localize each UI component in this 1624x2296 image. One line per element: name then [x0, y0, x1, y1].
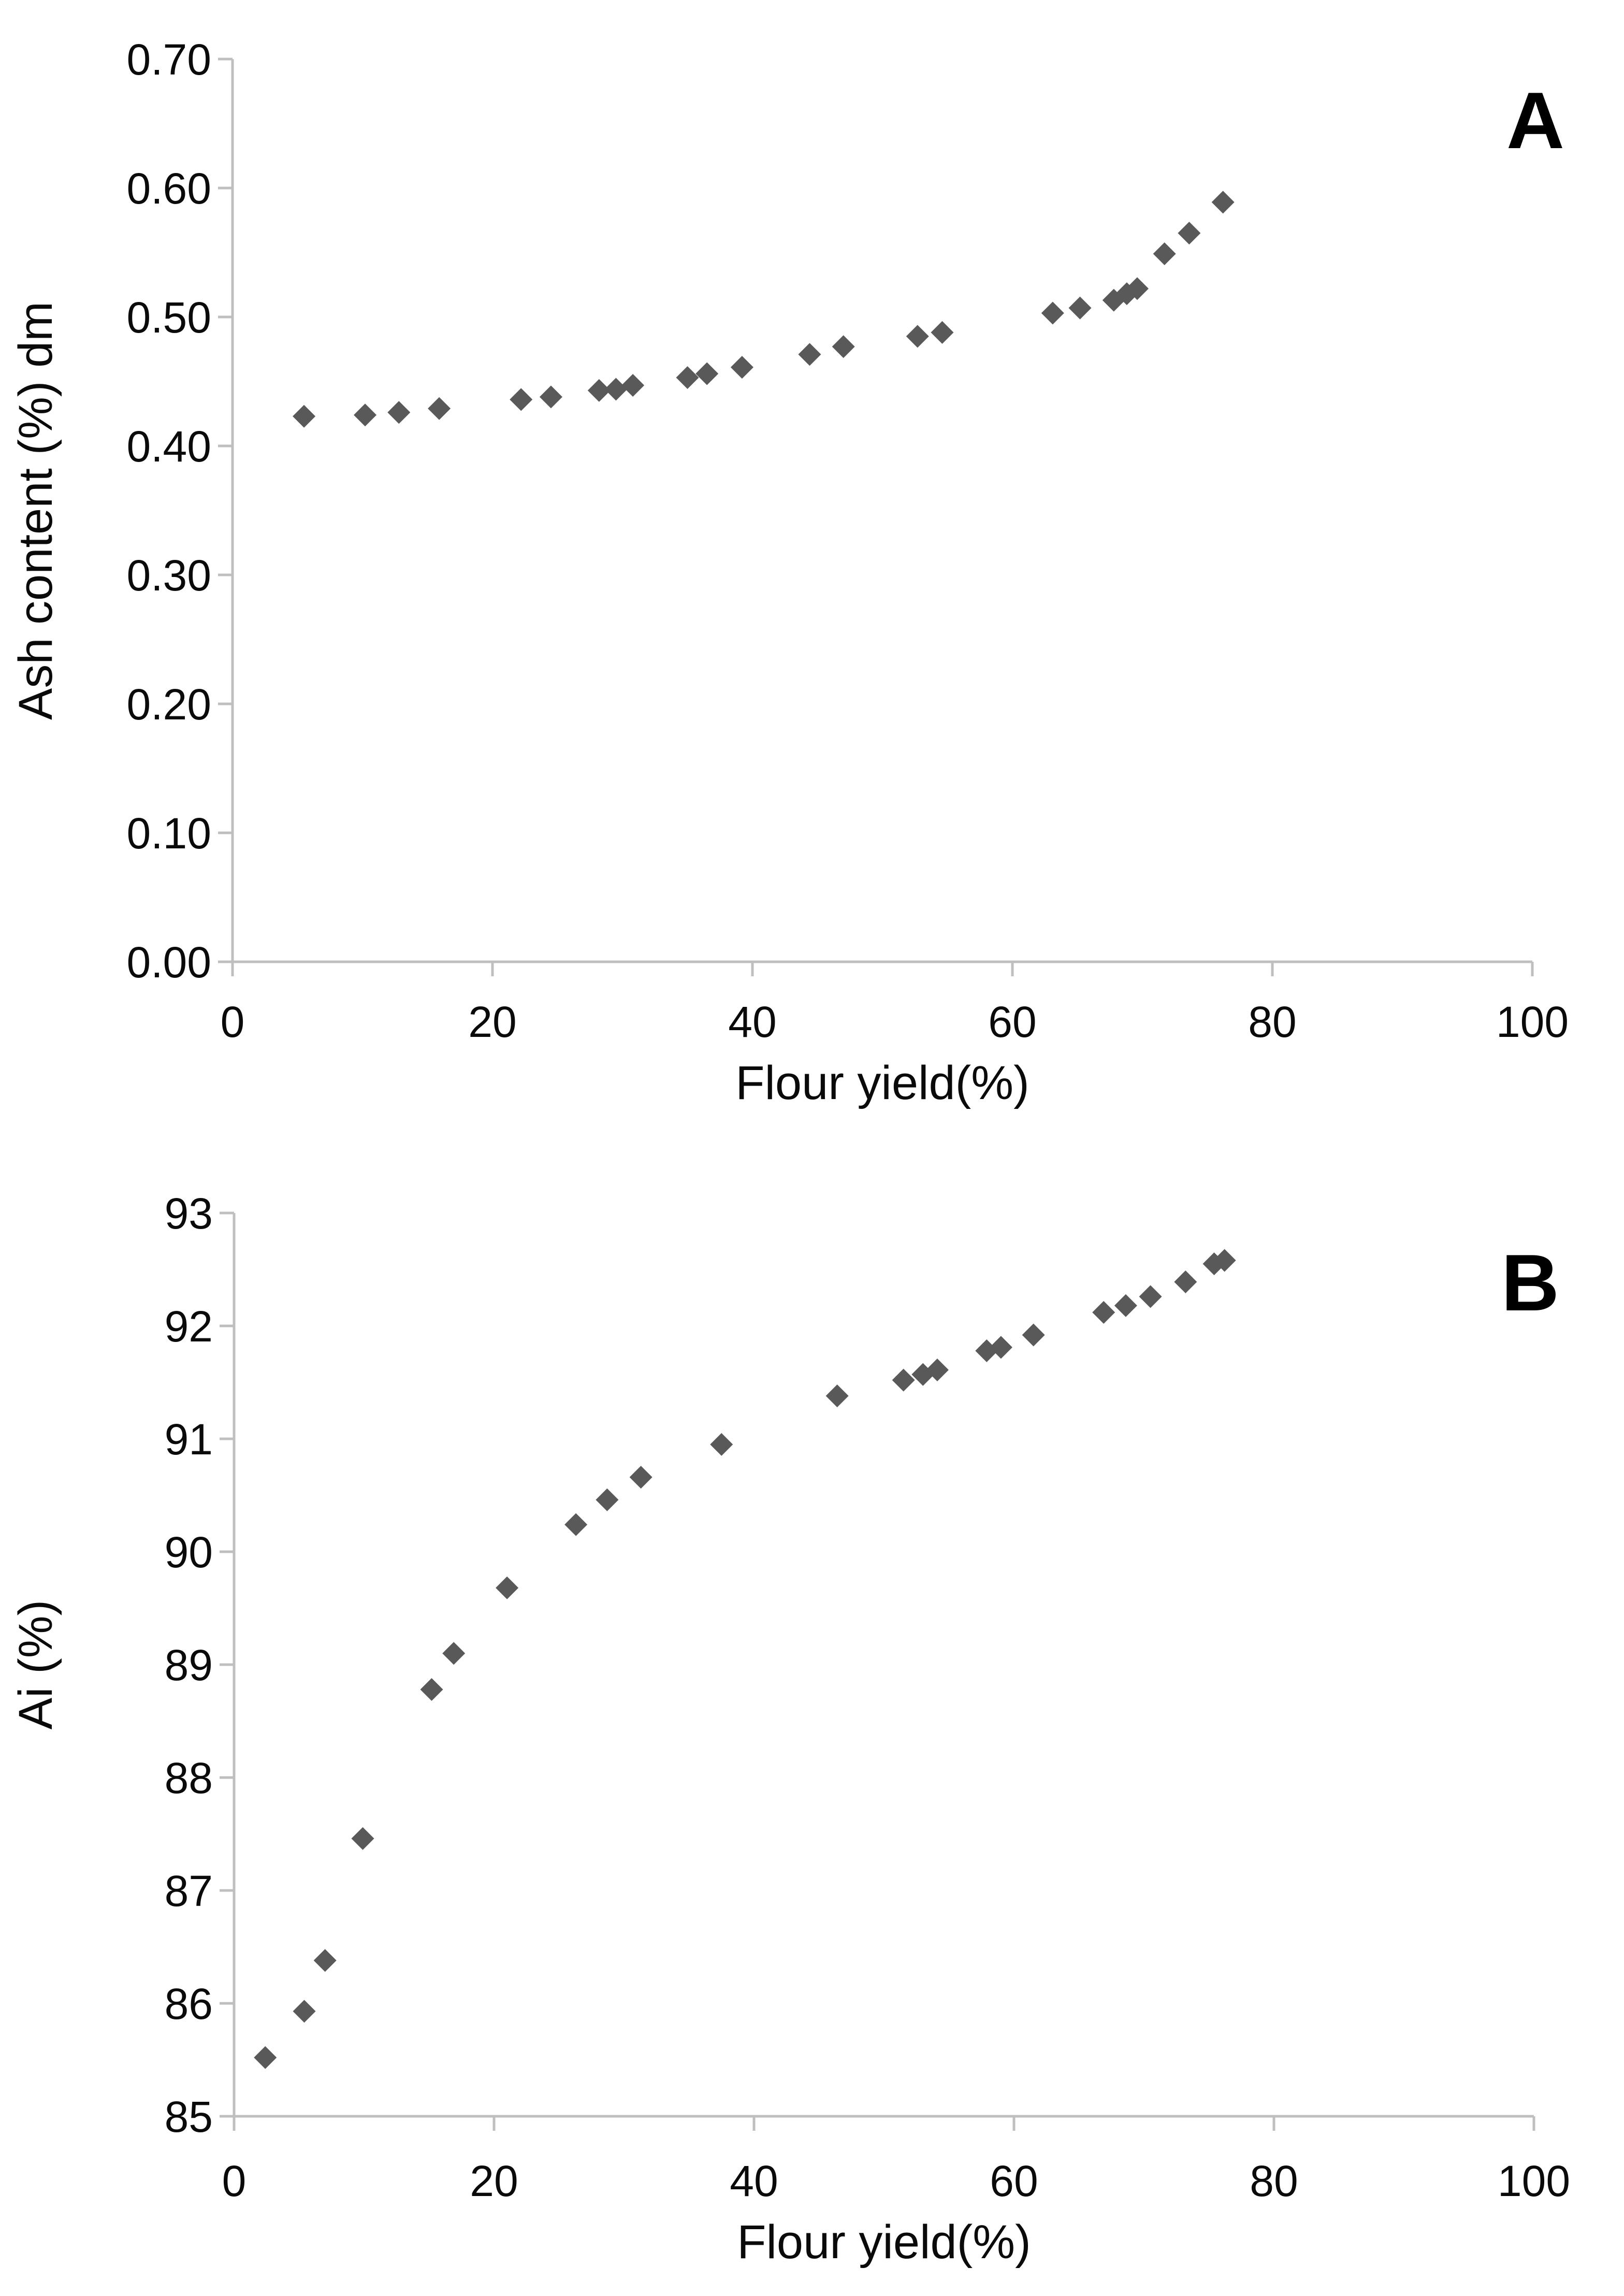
data-point — [564, 1513, 588, 1536]
y-tick-label: 0.40 — [127, 422, 212, 471]
data-point — [510, 388, 533, 411]
data-point — [695, 362, 719, 385]
data-point — [354, 403, 377, 427]
x-tick-label: 40 — [730, 2157, 778, 2205]
y-tick-label: 0.10 — [127, 809, 212, 858]
y-tick-label: 0.60 — [127, 164, 212, 213]
data-point — [604, 378, 628, 401]
x-tick-label: 20 — [468, 998, 516, 1046]
data-point — [925, 1359, 949, 1382]
y-tick-label: 85 — [165, 2092, 213, 2141]
data-point — [1211, 191, 1235, 214]
x-tick-label: 100 — [1496, 998, 1569, 1046]
data-point — [293, 2000, 316, 2023]
x-tick-label: 80 — [1250, 2157, 1298, 2205]
data-point — [906, 325, 929, 348]
data-point — [798, 343, 821, 366]
data-point — [621, 373, 645, 397]
y-ticks-A: 0.00 0.10 0.20 0.30 0.40 0.50 0.60 0.70 — [127, 35, 233, 987]
data-point — [496, 1576, 519, 1599]
axes-B — [220, 1213, 1534, 2131]
y-ticks-B: 85 86 87 88 89 90 91 92 93 — [165, 1189, 234, 2141]
x-tick-label: 0 — [222, 2157, 247, 2205]
data-point — [1022, 1323, 1045, 1347]
y-tick-label: 0.00 — [127, 938, 212, 987]
y-tick-label: 93 — [165, 1189, 213, 1238]
data-point — [1174, 1270, 1197, 1293]
x-tick-label: 60 — [990, 2157, 1038, 2205]
chart-panel-B: 85 86 87 88 89 90 91 92 93 0 20 40 60 80 100 Ai (%) F… — [9, 1189, 1570, 2269]
data-point — [587, 379, 611, 402]
data-point — [1092, 1301, 1115, 1324]
data-point — [832, 335, 855, 358]
x-tick-label: 100 — [1498, 2157, 1570, 2205]
y-tick-label: 90 — [165, 1528, 213, 1577]
data-point — [931, 321, 954, 344]
data-point — [629, 1466, 653, 1489]
data-point — [1153, 242, 1176, 265]
data-point — [254, 2046, 277, 2069]
y-tick-label: 0.30 — [127, 551, 212, 600]
data-point — [1213, 1249, 1236, 1272]
y-tick-label: 88 — [165, 1754, 213, 1802]
data-point — [442, 1642, 466, 1665]
x-ticks-B: 0 20 40 60 80 100 — [222, 2116, 1570, 2205]
data-point — [313, 1949, 337, 1972]
data-point — [1041, 301, 1064, 325]
data-point — [539, 385, 562, 409]
axes-A — [218, 59, 1532, 976]
y-axis-title-A: Ash content (%) dm — [9, 301, 62, 720]
data-point — [989, 1336, 1012, 1359]
x-axis-title-A: Flour yield(%) — [735, 1057, 1029, 1109]
data-point — [1068, 296, 1092, 320]
data-point — [387, 401, 411, 424]
y-tick-label: 91 — [165, 1415, 213, 1464]
data-points-A — [293, 191, 1235, 428]
data-points-B — [254, 1249, 1236, 2069]
data-point — [825, 1384, 849, 1408]
y-tick-label: 0.20 — [127, 680, 212, 729]
y-tick-label: 89 — [165, 1641, 213, 1689]
data-point — [892, 1368, 915, 1392]
y-axis-title-B: Ai (%) — [9, 1600, 62, 1729]
data-point — [710, 1433, 733, 1456]
data-point — [1125, 277, 1149, 300]
x-tick-label: 20 — [470, 2157, 518, 2205]
y-tick-label: 87 — [165, 1867, 213, 1915]
panel-label-B: B — [1501, 1238, 1559, 1327]
x-tick-label: 80 — [1248, 998, 1296, 1046]
data-point — [1139, 1285, 1162, 1308]
data-point — [730, 356, 753, 379]
data-point — [420, 1678, 443, 1701]
x-tick-label: 60 — [988, 998, 1036, 1046]
data-point — [676, 366, 699, 389]
x-tick-label: 40 — [728, 998, 776, 1046]
x-axis-title-B: Flour yield(%) — [737, 2216, 1031, 2269]
y-tick-label: 0.50 — [127, 293, 212, 342]
chart-panel-A: 0.00 0.10 0.20 0.30 0.40 0.50 0.60 0.70 0 20 40 60… — [9, 35, 1569, 1109]
data-point — [1178, 222, 1201, 245]
y-tick-label: 92 — [165, 1302, 213, 1351]
x-ticks-A: 0 20 40 60 80 100 — [221, 962, 1569, 1046]
data-point — [596, 1488, 619, 1511]
x-tick-label: 0 — [221, 998, 245, 1046]
data-point — [428, 397, 451, 420]
panel-label-A: A — [1506, 76, 1564, 165]
data-point — [1114, 1294, 1137, 1317]
data-point — [351, 1827, 374, 1850]
y-tick-label: 0.70 — [127, 35, 212, 84]
y-tick-label: 86 — [165, 1980, 213, 2028]
data-point — [293, 405, 316, 428]
